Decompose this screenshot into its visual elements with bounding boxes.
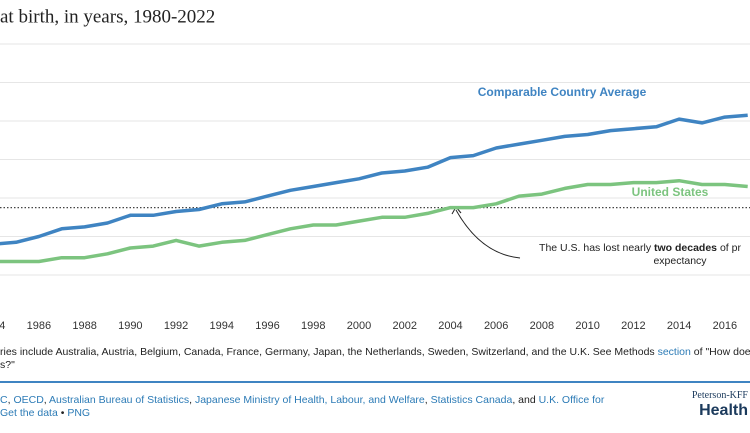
link[interactable]: section [657, 346, 691, 358]
x-tick-label: 1996 [255, 320, 279, 332]
link[interactable]: OECD [13, 394, 44, 406]
sources: C, OECD, Australian Bureau of Statistics… [0, 394, 604, 420]
divider [0, 381, 750, 383]
x-tick-label: 1988 [72, 320, 96, 332]
link[interactable]: PNG [67, 407, 91, 419]
x-tick-label: 2014 [667, 320, 691, 332]
x-tick-label: 1992 [164, 320, 188, 332]
x-tick-label: 2000 [347, 320, 371, 332]
x-tick-label: 2002 [392, 320, 416, 332]
annotation-text: The U.S. has lost nearly [539, 242, 654, 254]
x-tick-label: 2004 [438, 320, 462, 332]
link[interactable]: Japanese Ministry of Health, Labour, and… [194, 394, 425, 406]
series-label: United States [632, 185, 709, 199]
x-tick-label: 1990 [118, 320, 142, 332]
annotation-line2: expectancy [653, 255, 707, 267]
annotation: The U.S. has lost nearly two decades of … [539, 242, 741, 254]
x-tick-label: 2012 [621, 320, 645, 332]
link[interactable]: Statistics Canada [430, 394, 513, 406]
sources-line: Get the data • PNG [0, 407, 604, 420]
annotation-bold: two decades [654, 242, 717, 254]
logo-line1: Peterson-KFF [691, 390, 748, 401]
note: ries include Australia, Austria, Belgium… [0, 346, 750, 372]
text: • [57, 407, 68, 419]
chart: at birth, in years, 1980-2022 The U.S. h… [0, 6, 750, 332]
logo-line2: Health [699, 402, 748, 419]
x-tick-label: 2010 [575, 320, 599, 332]
annotation-text: of pr [717, 242, 741, 254]
note-line: s?" [0, 359, 750, 372]
text: of "How doe [690, 346, 750, 358]
link[interactable]: Get the data [0, 407, 58, 419]
note-line: ries include Australia, Austria, Belgium… [0, 346, 750, 359]
x-tick-label: 2016 [713, 320, 737, 332]
x-tick-label: 2008 [530, 320, 554, 332]
text: , [189, 394, 195, 406]
text: s?" [0, 359, 15, 371]
link[interactable]: Australian Bureau of Statistics [49, 394, 190, 406]
x-tick-label: 1984 [0, 320, 5, 332]
text: , [424, 394, 431, 406]
text: , and [512, 394, 539, 406]
text: ries include Australia, Austria, Belgium… [0, 346, 658, 358]
x-tick-label: 2006 [484, 320, 508, 332]
series-line [0, 113, 748, 246]
annotation-arrow [455, 209, 521, 259]
text: , [7, 394, 14, 406]
x-tick-label: 1986 [27, 320, 51, 332]
link[interactable]: U.K. Office for [538, 394, 605, 406]
series-line [0, 178, 748, 264]
x-tick-label: 1998 [301, 320, 325, 332]
text: , [43, 394, 50, 406]
x-tick-label: 1994 [210, 320, 234, 332]
chart-title: at birth, in years, 1980-2022 [0, 6, 215, 27]
sources-line: C, OECD, Australian Bureau of Statistics… [0, 394, 604, 407]
series-label: Comparable Country Average [478, 85, 647, 99]
link[interactable]: C [0, 394, 8, 406]
